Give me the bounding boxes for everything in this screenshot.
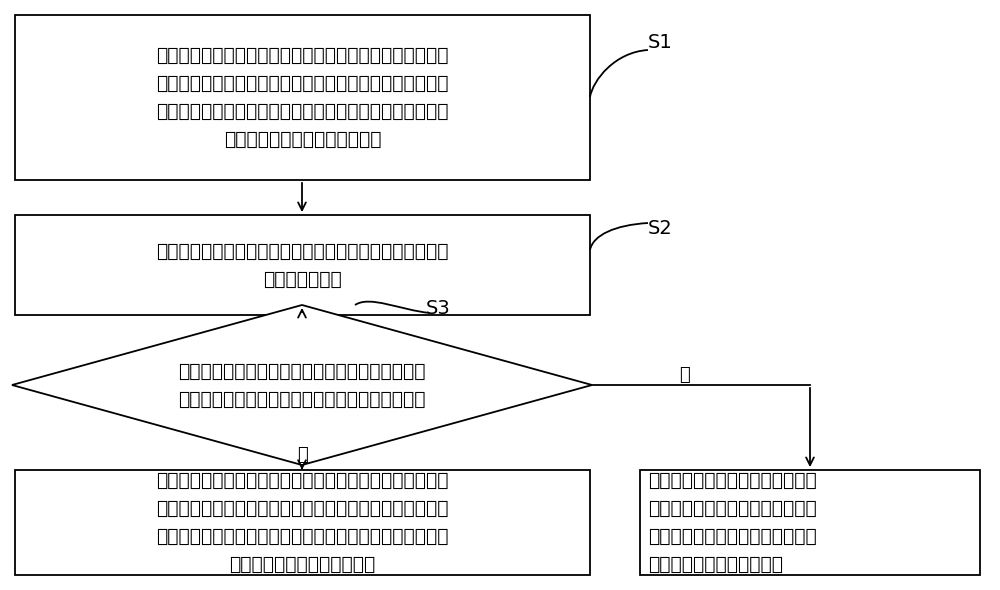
Bar <box>15 470 590 575</box>
Bar <box>15 15 590 180</box>
Text: 计算该稳定状态功图的上载荷与有效冲程度，再根据获取到
的至少五组三维点，推算稳定状态功图的时间点；以该时间
点和稳定功图对应的动液面为初值，利用时间关系，逐点向: 计算该稳定状态功图的上载荷与有效冲程度，再根据获取到 的至少五组三维点，推算稳定… <box>156 471 449 574</box>
Text: S3: S3 <box>426 299 450 317</box>
Bar <box>640 470 980 575</box>
Text: 否: 否 <box>680 366 690 384</box>
Text: 油井处于先停止后启动一段时间的非稳定状态时，对油井变
化特征按照预设规则进行识别，根据识别结果，获取至少五
组符合预设规则要求的由油井变化特征形成的第一特征功图: 油井处于先停止后启动一段时间的非稳定状态时，对油井变 化特征按照预设规则进行识别… <box>156 46 449 149</box>
Text: S1: S1 <box>648 32 672 51</box>
Text: 对获取到的至少五组第一特征功图、第二特征功图和第三特
征功图进行处理: 对获取到的至少五组第一特征功图、第二特征功图和第三特 征功图进行处理 <box>156 241 449 289</box>
Text: S2: S2 <box>648 218 672 238</box>
Text: 查看给定的已知参数，判断是否有常规测试的稳定
状态下的一个常规测试功图及其对应的动液面数据: 查看给定的已知参数，判断是否有常规测试的稳定 状态下的一个常规测试功图及其对应的… <box>178 362 426 408</box>
Polygon shape <box>12 305 592 465</box>
Text: 根据采集时间、上载荷、有效冲程
效率组成的三维点，结合渗流力学
达西定律、抽油泵油管排出关系，
得到各时间段中的动液面值: 根据采集时间、上载荷、有效冲程 效率组成的三维点，结合渗流力学 达西定律、抽油泵… <box>648 471 817 574</box>
Text: 是: 是 <box>297 446 307 464</box>
Bar <box>15 215 590 315</box>
